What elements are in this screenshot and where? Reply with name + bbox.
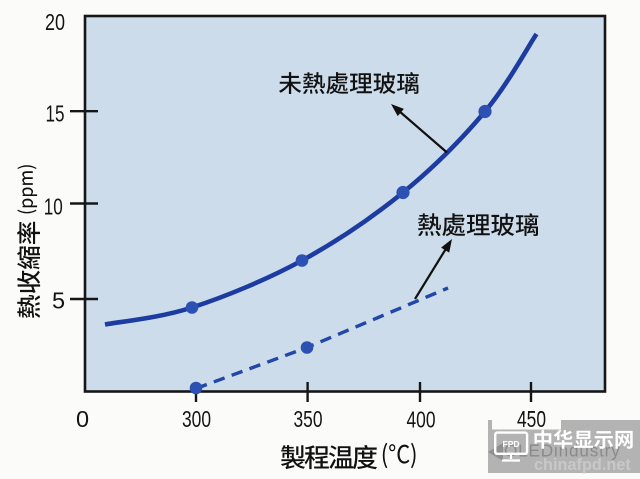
svg-text:20: 20 — [45, 9, 65, 35]
svg-text:15: 15 — [46, 101, 65, 127]
svg-text:FPD: FPD — [503, 439, 520, 449]
svg-text:400: 400 — [407, 407, 436, 433]
svg-text:5: 5 — [52, 288, 65, 314]
svg-text:350: 350 — [294, 406, 323, 432]
svg-text:10: 10 — [44, 193, 63, 219]
svg-text:0: 0 — [76, 406, 89, 432]
svg-text:450: 450 — [517, 406, 546, 432]
svg-text:chinafpd.net: chinafpd.net — [534, 456, 631, 474]
svg-text:OLEDindustry: OLEDindustry — [504, 441, 621, 461]
svg-text:300: 300 — [182, 406, 211, 432]
